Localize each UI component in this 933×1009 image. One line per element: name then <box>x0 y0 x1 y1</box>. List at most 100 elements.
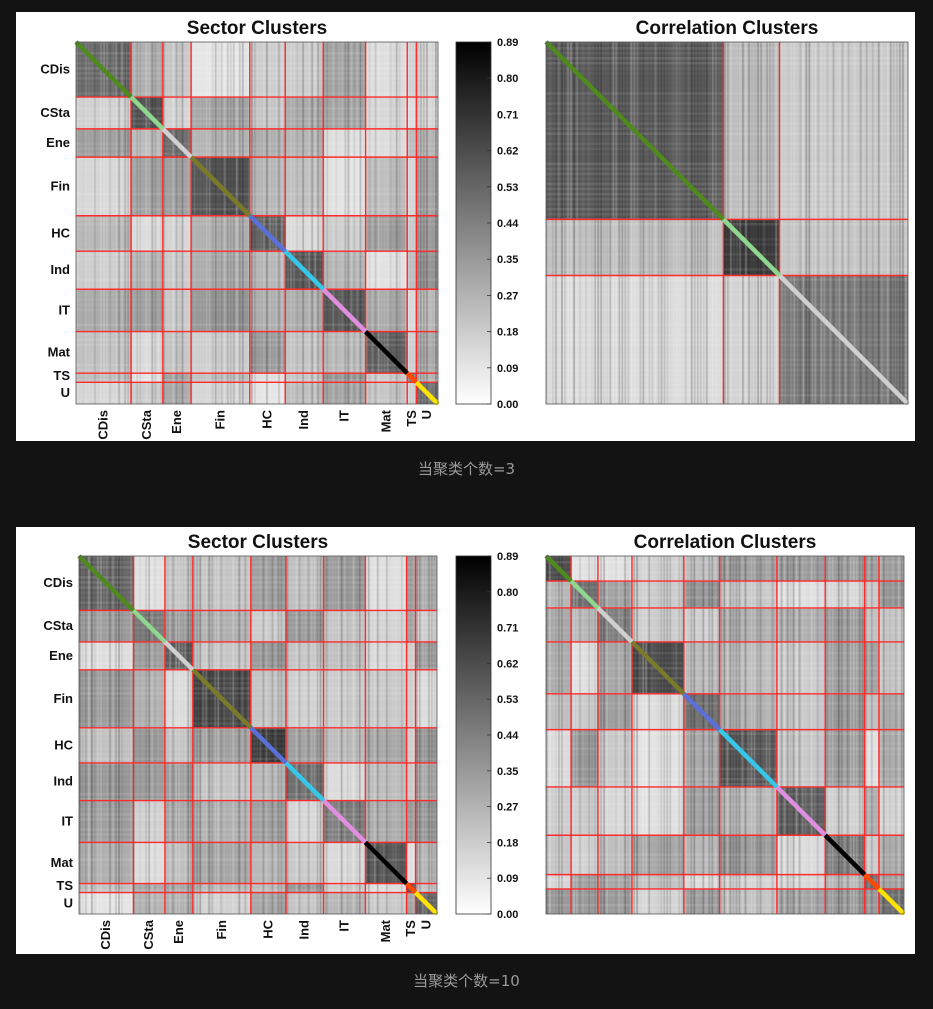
colorbar <box>455 555 492 915</box>
heatmap-hstripe <box>546 248 908 251</box>
x-tick-label: TS <box>404 410 419 427</box>
heatmap-stripe <box>118 556 120 914</box>
heatmap-stripe <box>317 42 320 404</box>
heatmap-stripe <box>901 42 904 404</box>
heatmap-stripe <box>160 42 163 404</box>
heatmap-stripe <box>238 556 241 914</box>
heatmap-hstripe <box>76 122 438 125</box>
heatmap-block <box>878 693 904 730</box>
heatmap-stripe <box>340 556 343 914</box>
heatmap-hstripe <box>546 838 904 841</box>
heatmap-stripe <box>603 556 605 914</box>
heatmap-frame <box>75 41 439 405</box>
heatmap-stripe <box>801 556 804 914</box>
heatmap-stripe <box>606 42 609 404</box>
heatmap-stripe <box>325 556 328 914</box>
heatmap-stripe <box>735 556 738 914</box>
heatmap-stripe <box>359 42 362 404</box>
heatmap-stripe <box>849 556 852 914</box>
y-tick-label: IT <box>61 813 73 828</box>
heatmap-stripe <box>882 556 885 914</box>
heatmap-hstripe <box>546 893 904 897</box>
heatmap-stripe <box>594 42 597 404</box>
heatmap-hstripe <box>79 712 437 715</box>
heatmap-hstripe <box>79 672 437 675</box>
heatmap-stripe <box>199 556 202 914</box>
heatmap-hstripe <box>546 233 908 236</box>
heatmap-stripe <box>552 42 554 404</box>
heatmap-block <box>416 128 438 158</box>
heatmap-hstripe <box>76 363 438 367</box>
heatmap-block <box>571 729 598 787</box>
heatmap-stripe <box>130 556 132 914</box>
diagonal-segment <box>775 785 827 837</box>
heatmap-hstripe <box>546 717 904 720</box>
heatmap-hstripe <box>546 329 908 332</box>
heatmap-stripe <box>214 42 217 404</box>
heatmap-hstripe <box>546 253 908 256</box>
heatmap-stripe <box>835 42 838 404</box>
y-tick-label: HC <box>54 737 73 752</box>
heatmap-hstripe <box>546 576 904 579</box>
heatmap-block <box>776 581 826 608</box>
heatmap-stripe <box>199 42 202 404</box>
heatmap-block <box>406 842 416 884</box>
heatmap-block <box>825 729 865 787</box>
heatmap-hstripe <box>546 773 904 776</box>
heatmap-stripe <box>603 42 606 404</box>
heatmap-hstripe <box>546 601 904 604</box>
heatmap-stripe <box>187 556 190 914</box>
heatmap-hstripe <box>546 158 908 161</box>
heatmap-hstripe <box>76 82 438 85</box>
colorbar-tick-label: 0.80 <box>497 73 518 85</box>
heatmap-hstripe <box>546 747 904 751</box>
heatmap-hstripe <box>546 57 908 60</box>
x-tick-label: CDis <box>96 410 111 440</box>
heatmap-block <box>365 215 408 252</box>
heatmap-stripe <box>184 556 187 914</box>
heatmap-hstripe <box>546 767 904 771</box>
heatmap-block <box>416 289 438 332</box>
heatmap-stripe <box>561 556 563 914</box>
heatmap-stripe <box>301 556 304 914</box>
heatmap-stripe <box>886 42 889 404</box>
heatmap-block <box>631 888 684 914</box>
heatmap-hstripe <box>546 358 908 362</box>
diagonal-segment <box>321 287 368 334</box>
heatmap-hstripe <box>546 127 908 130</box>
heatmap-stripe <box>433 556 436 914</box>
x-tick-label: Ind <box>296 410 311 430</box>
heatmap-block <box>864 693 879 730</box>
heatmap-block <box>162 157 192 216</box>
heatmap-stripe <box>642 556 645 914</box>
heatmap-block <box>192 892 251 914</box>
heatmap-stripe <box>269 42 271 404</box>
heatmap-block <box>416 157 438 216</box>
colorbar-tick-label: 0.27 <box>497 290 518 302</box>
heatmap-hstripe <box>79 727 437 730</box>
heatmap-hstripe <box>79 677 437 680</box>
heatmap-block <box>131 382 163 404</box>
heatmap-stripe <box>672 42 675 404</box>
heatmap-hstripe <box>546 763 904 766</box>
heatmap-stripe <box>576 556 578 914</box>
heatmap-hstripe <box>546 87 908 90</box>
heatmap-hstripe <box>76 278 438 281</box>
heatmap-stripe <box>865 42 868 404</box>
heatmap-block <box>415 762 437 801</box>
heatmap-stripe <box>376 556 379 914</box>
heatmap-block <box>249 251 286 290</box>
heatmap-block <box>571 607 598 642</box>
heatmap-hstripe <box>546 238 908 241</box>
heatmap-block <box>683 888 720 914</box>
heatmap-hstripe <box>79 762 437 766</box>
heatmap-hstripe <box>546 803 904 806</box>
heatmap-stripe <box>768 556 771 914</box>
heatmap-block <box>250 892 286 914</box>
x-tick-label: CDis <box>98 920 113 950</box>
heatmap-block <box>719 786 777 836</box>
heatmap-block <box>76 331 132 374</box>
heatmap-block <box>285 97 324 129</box>
heatmap-stripe <box>874 42 877 404</box>
heatmap-stripe <box>855 556 858 914</box>
